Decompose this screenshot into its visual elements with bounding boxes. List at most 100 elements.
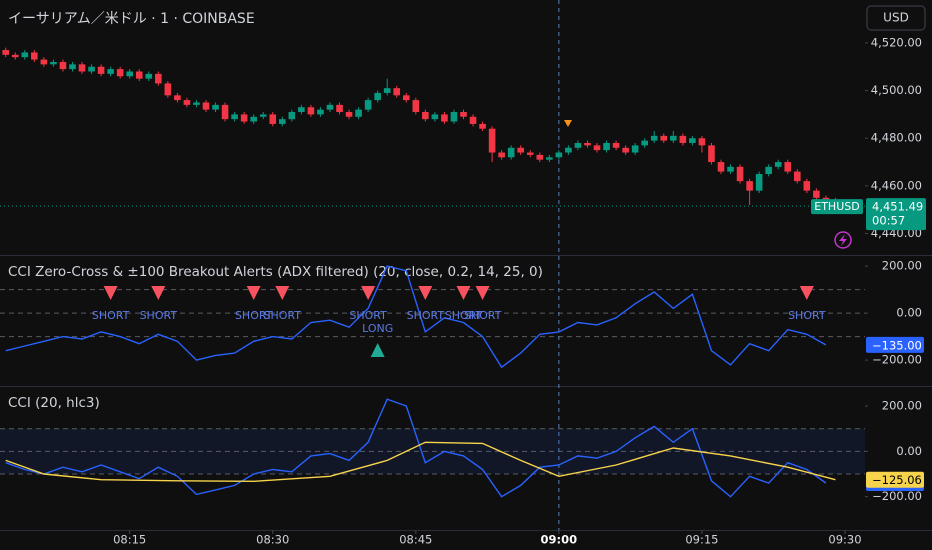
- candle-body: [526, 152, 534, 155]
- price-label: 4,451.49: [872, 200, 923, 214]
- y-tick-label: −200.00: [872, 353, 922, 367]
- candle-body: [736, 166, 744, 182]
- candle-body: [803, 181, 811, 191]
- candle-body: [50, 61, 57, 65]
- y-tick-label: 4,500.00: [871, 83, 922, 97]
- candle-body: [555, 152, 563, 158]
- signal-label: SHORT: [235, 309, 273, 322]
- candle-body: [746, 181, 753, 191]
- short-signal: [151, 286, 166, 300]
- candle-body: [784, 162, 792, 172]
- candle-body: [69, 64, 76, 70]
- y-tick-label: 0.00: [896, 444, 922, 458]
- candle-body: [546, 157, 553, 160]
- candle-body: [593, 145, 601, 151]
- candle-body: [326, 104, 334, 110]
- candle-body: [565, 147, 572, 153]
- candle-body: [460, 112, 467, 117]
- candle-body: [393, 88, 401, 96]
- candle-body: [708, 145, 715, 163]
- x-tick-label: 09:00: [541, 533, 578, 547]
- candle-body: [441, 114, 448, 122]
- candle-body: [431, 114, 439, 120]
- candle-body: [517, 147, 525, 153]
- candle-body: [698, 138, 706, 146]
- candle-body: [507, 147, 515, 158]
- candle-body: [641, 140, 648, 146]
- candle-body: [679, 135, 687, 143]
- x-tick-label: 09:15: [685, 533, 718, 547]
- y-tick-label: 4,520.00: [871, 35, 922, 49]
- alert-bolt: [839, 234, 847, 246]
- signal-label: LONG: [362, 322, 393, 335]
- short-signal: [361, 286, 376, 300]
- candle-body: [221, 104, 229, 120]
- candle-body: [97, 66, 105, 74]
- pane-title: CCI Zero-Cross & ±100 Breakout Alerts (A…: [8, 264, 543, 280]
- signal-label: SHORT: [349, 309, 387, 322]
- cci-line: [5, 398, 827, 498]
- candle-body: [88, 66, 95, 72]
- candle-body: [193, 102, 200, 105]
- candle-body: [78, 64, 86, 72]
- candle-body: [183, 100, 191, 105]
- candle-body: [336, 104, 343, 113]
- candle-body: [155, 73, 162, 84]
- candle-body: [259, 114, 267, 117]
- candle-body: [269, 114, 277, 124]
- currency-label[interactable]: USD: [883, 11, 909, 25]
- currency-button[interactable]: [866, 5, 926, 31]
- candle-body: [574, 142, 582, 148]
- candle-body: [765, 166, 772, 174]
- candle-body: [670, 135, 677, 141]
- short-signal: [418, 286, 433, 300]
- x-tick-label: 09:30: [828, 533, 861, 547]
- candle-body: [383, 88, 391, 93]
- short-signal: [275, 286, 290, 300]
- candle-body: [727, 166, 734, 172]
- candle-body: [345, 112, 353, 117]
- signal-label: SHORT: [407, 309, 445, 322]
- candle-body: [450, 112, 458, 122]
- candle-body: [31, 52, 38, 60]
- candle-body: [603, 142, 610, 151]
- candle-body: [355, 109, 362, 117]
- short-signal: [456, 286, 471, 300]
- candle-body: [40, 59, 48, 65]
- y-tick-label: 0.00: [896, 306, 922, 320]
- candle-body: [126, 71, 134, 77]
- candle-body: [298, 107, 305, 113]
- x-tick-label: 08:45: [399, 533, 432, 547]
- candle-body: [145, 73, 153, 79]
- candle-body: [317, 109, 324, 115]
- candle-body: [402, 95, 410, 101]
- candle-body: [793, 171, 801, 182]
- candle-body: [631, 145, 639, 153]
- alert-icon[interactable]: [834, 231, 852, 249]
- short-signal: [475, 286, 490, 300]
- candle-body: [231, 114, 238, 120]
- candle-body: [488, 128, 496, 153]
- candle-body: [498, 152, 505, 158]
- short-signal: [103, 286, 118, 300]
- pane-title: CCI (20, hlc3): [8, 395, 100, 411]
- short-signal: [246, 286, 261, 300]
- candle-body: [164, 83, 172, 96]
- symbol-badge: [811, 199, 863, 215]
- candle-body: [307, 107, 315, 115]
- candle-body: [622, 147, 629, 153]
- candle-body: [422, 112, 429, 120]
- candle-body: [469, 116, 477, 124]
- signal-label: SHORT: [264, 309, 302, 322]
- candle-body: [774, 162, 782, 167]
- candle-body: [174, 95, 181, 101]
- signal-label: SHORT: [140, 309, 178, 322]
- candle-body: [813, 190, 820, 198]
- signal-label: SHORT: [92, 309, 130, 322]
- candle-body: [11, 54, 19, 58]
- signal-label: SHORT: [788, 309, 826, 322]
- candle-body: [536, 154, 544, 160]
- candle-body: [364, 100, 372, 110]
- candle-body: [202, 102, 210, 110]
